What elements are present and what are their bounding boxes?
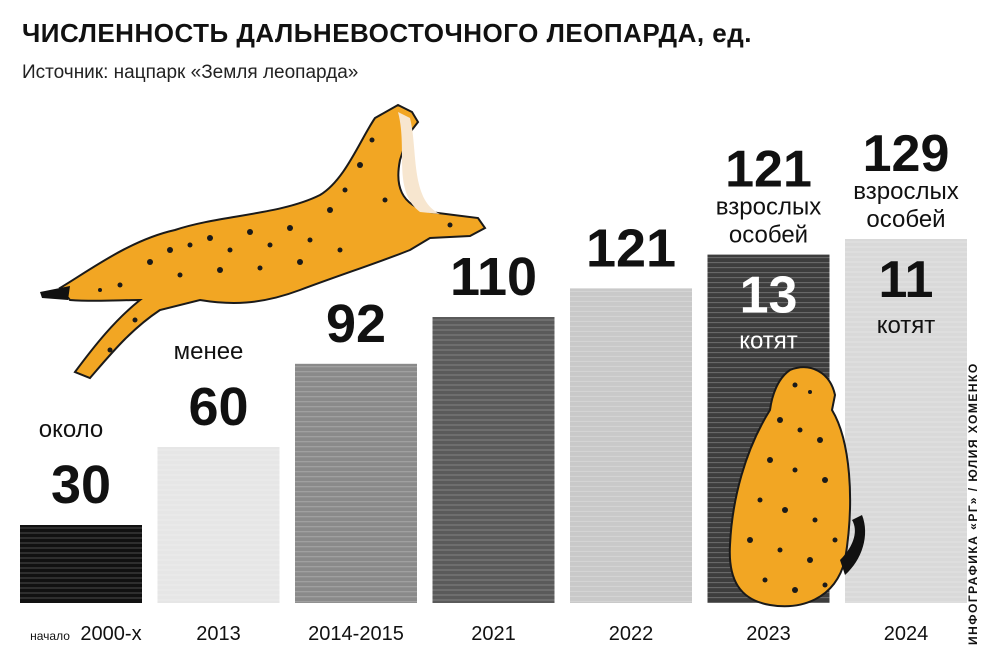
adults-caption-label: взрослых xyxy=(853,178,958,205)
value-label: 30 xyxy=(51,455,111,515)
adults-value-label: 129 xyxy=(863,125,950,183)
bar xyxy=(432,317,555,603)
value-label: 110 xyxy=(450,247,537,307)
kittens-value-label: 11 xyxy=(879,251,934,309)
adults-value-label: 121 xyxy=(725,141,812,199)
bar xyxy=(157,447,280,603)
value-label: 121 xyxy=(586,218,676,278)
category-label: 2023 xyxy=(746,623,791,645)
value-label: 60 xyxy=(188,377,248,437)
adults-caption-label: взрослых xyxy=(716,194,821,221)
sitting-leopard-illustration xyxy=(728,366,866,608)
adults-caption-label: особей xyxy=(866,206,945,233)
category-label: 2014-2015 xyxy=(308,623,404,645)
category-label: 2022 xyxy=(609,623,654,645)
category-prefix-label: начало xyxy=(30,629,70,643)
value-label: 92 xyxy=(326,294,386,354)
bar xyxy=(570,288,692,603)
bar xyxy=(20,525,142,603)
kittens-value-label: 13 xyxy=(740,267,798,325)
bar xyxy=(845,239,967,603)
category-label: 2021 xyxy=(471,623,516,645)
chart-subtitle: Источник: нацпарк «Земля леопарда» xyxy=(22,62,359,83)
bar xyxy=(295,363,417,603)
kittens-caption-label: котят xyxy=(877,312,936,339)
value-prefix-label: около xyxy=(39,416,104,443)
adults-caption-label: особей xyxy=(729,222,808,249)
value-prefix-label: менее xyxy=(174,338,244,365)
kittens-caption-label: котят xyxy=(739,328,798,355)
chart-title: ЧИСЛЕННОСТЬ ДАЛЬНЕВОСТОЧНОГО ЛЕОПАРДА, е… xyxy=(22,18,752,48)
category-label: 2024 xyxy=(884,623,929,645)
category-label: 2013 xyxy=(196,623,241,645)
leaping-leopard-illustration xyxy=(40,103,487,380)
category-label: 2000-х xyxy=(80,623,141,645)
infographic-credit: ИНФОГРАФИКА «РГ» / ЮЛИЯ ХОМЕНКО xyxy=(966,362,980,645)
